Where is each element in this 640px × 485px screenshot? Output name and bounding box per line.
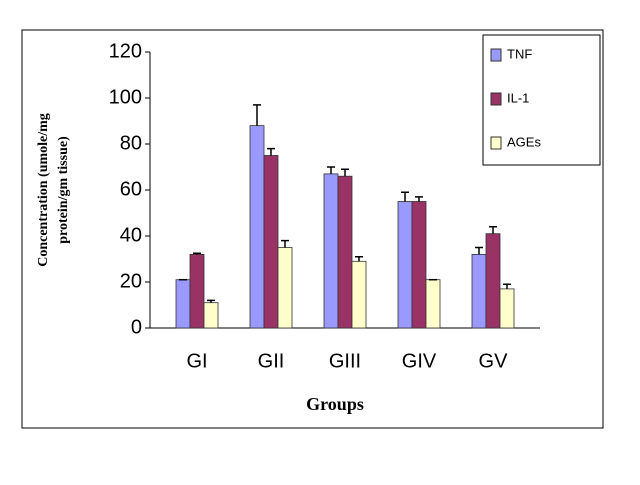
x-tick-label: GII (258, 350, 285, 372)
bar (277, 247, 293, 329)
bar (337, 175, 353, 329)
bar (263, 155, 279, 329)
bar (411, 201, 427, 329)
bar (175, 279, 191, 329)
y-tick-label: 100 (109, 86, 142, 108)
x-tick-label: GI (186, 350, 207, 372)
y-axis-label: Concentration (umole/mg protein/gm tissu… (36, 113, 71, 267)
y-tick-label: 60 (120, 178, 142, 200)
y-tick-label: 80 (120, 132, 142, 154)
error-bar (341, 168, 349, 177)
bar (351, 260, 367, 329)
bar (499, 288, 515, 329)
legend-label: AGEs (507, 134, 541, 149)
x-axis-label: Groups (306, 394, 364, 414)
y-tick-label: 0 (131, 316, 142, 338)
legend-swatch (490, 48, 502, 62)
x-tick-label: GIV (402, 350, 437, 372)
bar (323, 173, 339, 329)
bar (471, 253, 487, 329)
bar (397, 201, 413, 329)
y-axis-label-line: protein/gm tissue) (56, 136, 71, 244)
x-tick-label: GV (479, 350, 509, 372)
legend-swatch (490, 136, 502, 150)
y-tick-label: 20 (120, 270, 142, 292)
error-bar (475, 246, 483, 255)
error-bar (401, 191, 409, 202)
bar (249, 125, 265, 329)
error-bar (355, 255, 363, 262)
legend-label: IL-1 (507, 90, 529, 105)
error-bar (253, 104, 261, 126)
error-bar (503, 283, 511, 289)
error-bar (489, 226, 497, 234)
error-bar (267, 147, 275, 156)
legend-swatch (490, 92, 502, 106)
error-bar (193, 252, 201, 255)
error-bar (327, 166, 335, 174)
y-axis-label-line: Concentration (umole/mg (36, 113, 51, 267)
legend-box (482, 34, 601, 166)
legend-label: TNF (507, 46, 532, 61)
y-tick-label: 120 (109, 40, 142, 62)
bar (203, 302, 219, 329)
bar (425, 279, 441, 329)
error-bar (281, 239, 289, 248)
x-tick-label: GIII (329, 350, 361, 372)
error-bar (207, 299, 215, 303)
bar (485, 233, 501, 329)
y-tick-label: 40 (120, 224, 142, 246)
error-bar (415, 196, 423, 202)
bar (189, 253, 205, 329)
